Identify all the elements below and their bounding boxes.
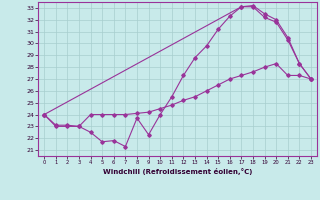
X-axis label: Windchill (Refroidissement éolien,°C): Windchill (Refroidissement éolien,°C) [103, 168, 252, 175]
